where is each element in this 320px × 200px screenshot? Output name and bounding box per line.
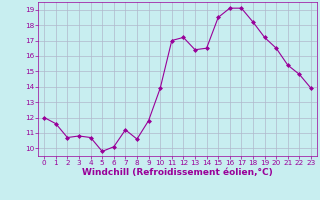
X-axis label: Windchill (Refroidissement éolien,°C): Windchill (Refroidissement éolien,°C) bbox=[82, 168, 273, 177]
